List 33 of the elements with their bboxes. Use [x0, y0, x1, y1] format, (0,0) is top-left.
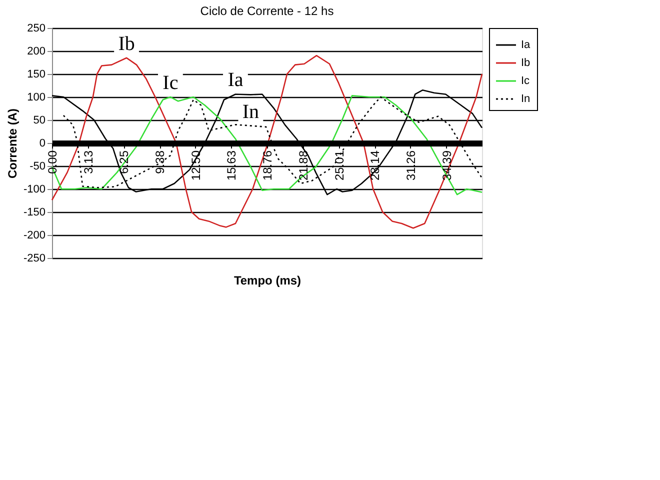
y-axis-title: Corrente (A): [5, 108, 20, 179]
x-tick-label: 31.26: [404, 150, 418, 181]
annotation: Ic: [162, 72, 178, 94]
chart-title: Ciclo de Corrente - 12 hs: [200, 4, 334, 18]
x-tick-label: 28.14: [368, 150, 382, 181]
x-tick-label: 15.63: [224, 150, 239, 181]
y-tick-label: -250: [23, 252, 46, 264]
x-tick-label: 0.00: [46, 150, 60, 174]
annotation: Ib: [118, 32, 135, 55]
x-axis-title: Tempo (ms): [234, 274, 302, 288]
annotation: Ia: [228, 69, 244, 92]
x-tick-label: 3.13: [81, 150, 96, 174]
y-tick-label: 100: [27, 92, 46, 104]
annotation: In: [242, 100, 260, 123]
y-tick-label: 250: [27, 22, 46, 34]
y-tick-label: -100: [23, 184, 46, 196]
legend-label: Ia: [521, 39, 532, 51]
x-tick-label: 9.38: [153, 150, 168, 174]
x-tick-label: 18.76: [260, 150, 275, 181]
y-tick-label: -200: [23, 230, 46, 242]
legend-label: Ib: [521, 57, 530, 69]
y-tick-label: 200: [27, 46, 46, 58]
y-tick-label: -150: [23, 206, 46, 218]
x-tick-label: 6.25: [117, 150, 132, 174]
x-tick-label: 21.88: [296, 150, 310, 181]
y-tick-label: 0: [39, 138, 46, 150]
x-tick-label: 34.39: [440, 150, 454, 181]
legend-label: In: [521, 93, 530, 105]
y-tick-label: 50: [33, 114, 46, 126]
y-tick-label: -50: [30, 160, 46, 172]
legend-label: Ic: [521, 75, 530, 87]
x-tick-label: 25.01: [332, 150, 346, 181]
y-tick-label: 150: [27, 68, 46, 80]
